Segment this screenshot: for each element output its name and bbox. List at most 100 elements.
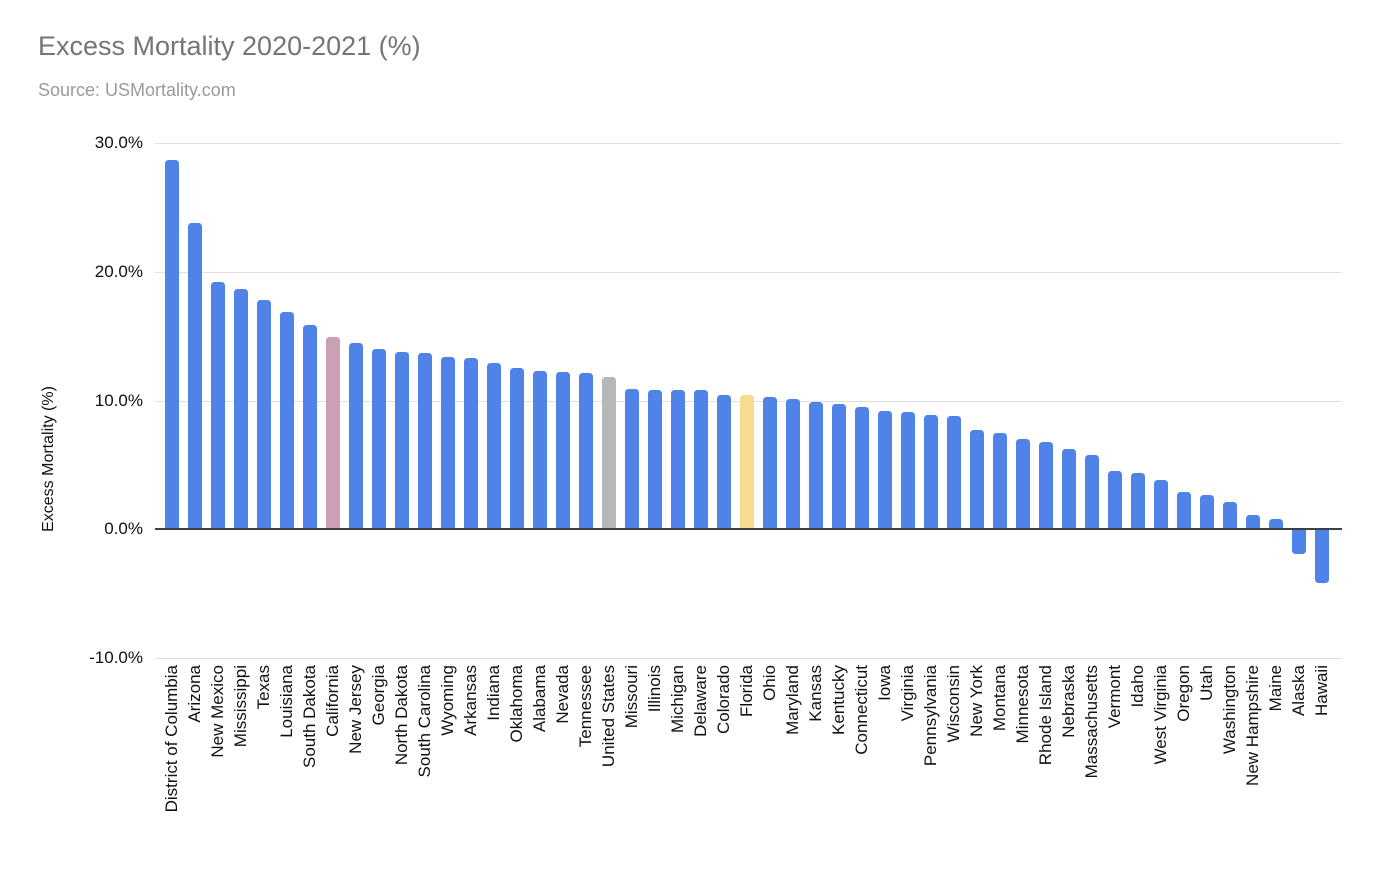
x-label-slot: South Dakota [298,663,321,868]
bar-tennessee [578,373,593,530]
bar-slot [183,143,206,658]
x-label-slot: Iowa [873,663,896,868]
bar-missouri [624,388,639,530]
bar-slot [1219,143,1242,658]
x-tick-label: New York [967,665,987,737]
x-tick-label: Montana [990,665,1010,732]
gridline--10 [155,658,1342,659]
bar-slot [920,143,943,658]
bar-south-dakota [302,324,317,530]
bar-hawaii [1315,529,1330,584]
bar-utah [1200,494,1215,530]
x-label-slot: Pennsylvania [920,663,943,868]
bar-slot [712,143,735,658]
bar-maine [1269,518,1284,530]
x-label-slot: North Dakota [390,663,413,868]
bar-slot [827,143,850,658]
x-label-slot: Oregon [1173,663,1196,868]
x-tick-label: Illinois [644,665,664,713]
bar-kentucky [831,404,846,530]
x-label-slot: Nebraska [1058,663,1081,868]
x-tick-label: Texas [253,665,273,710]
x-label-slot: United States [597,663,620,868]
x-label-slot: Virginia [897,663,920,868]
bar-slot [229,143,252,658]
bar-slot [551,143,574,658]
bar-slot [275,143,298,658]
bar-oregon [1177,491,1192,530]
x-tick-label: Alabama [529,665,549,733]
x-label-slot: Connecticut [850,663,873,868]
x-tick-label: Louisiana [276,665,296,738]
bar-slot [620,143,643,658]
bar-slot [1173,143,1196,658]
bar-slot [989,143,1012,658]
x-tick-label: Massachusetts [1082,665,1102,779]
bar-arizona [187,222,202,530]
y-tick-label: 10.0% [94,390,143,410]
x-label-slot: New Jersey [344,663,367,868]
bar-slot [735,143,758,658]
x-tick-label: Pennsylvania [921,665,941,767]
x-label-slot: Maryland [781,663,804,868]
x-tick-label: New Hampshire [1243,665,1263,786]
y-tick-label: -10.0% [89,648,143,667]
bar-illinois [647,390,662,530]
x-label-slot: Utah [1196,663,1219,868]
bar-slot [966,143,989,658]
bar-slot [1127,143,1150,658]
bar-oklahoma [509,368,524,530]
zero-axis-line [155,528,1342,531]
x-label-slot: Idaho [1127,663,1150,868]
bar-wyoming [440,356,455,530]
bar-michigan [670,390,685,530]
x-tick-label: Mississippi [230,665,250,748]
x-tick-label: Delaware [690,665,710,737]
bar-slot [643,143,666,658]
x-axis-labels: District of Columbia Arizona New Mexico Mis… [160,663,1334,868]
bar-kansas [808,401,823,530]
bar-slot [459,143,482,658]
bar-slot [298,143,321,658]
bar-iowa [877,410,892,530]
bar-slot [505,143,528,658]
bar-slot [528,143,551,658]
bar-slot [850,143,873,658]
x-label-slot: District of Columbia [160,663,183,868]
bar-slot [1242,143,1265,658]
bar-slot [1081,143,1104,658]
x-tick-label: Hawaii [1312,665,1332,717]
x-label-slot: Alaska [1288,663,1311,868]
x-label-slot: Minnesota [1012,663,1035,868]
x-tick-label: Nevada [552,665,572,724]
bar-slot [390,143,413,658]
x-tick-label: Kansas [805,665,825,722]
bar-vermont [1108,471,1123,530]
x-tick-label: Tennessee [575,665,595,748]
bar-montana [993,432,1008,530]
bar-arkansas [463,358,478,530]
bar-slot [873,143,896,658]
x-tick-label: Connecticut [851,665,871,755]
x-tick-label: Georgia [368,665,388,726]
x-tick-label: Oklahoma [506,665,526,743]
x-tick-label: United States [598,665,618,768]
x-label-slot: Ohio [758,663,781,868]
x-tick-label: Kentucky [828,665,848,735]
bar-new-hampshire [1246,515,1261,530]
bar-south-carolina [417,352,432,530]
bar-nevada [555,372,570,530]
bar-slot [1265,143,1288,658]
x-label-slot: Massachusetts [1081,663,1104,868]
chart-title: Excess Mortality 2020-2021 (%) [38,31,421,61]
bar-slot [160,143,183,658]
x-label-slot: Kentucky [827,663,850,868]
bar-washington [1223,502,1238,530]
bar-slot [897,143,920,658]
bar-slot [1288,143,1311,658]
x-label-slot: Michigan [666,663,689,868]
bar-slot [1311,143,1334,658]
bar-new-york [970,430,985,530]
x-tick-label: Missouri [621,665,641,729]
x-tick-label: Washington [1220,665,1240,755]
